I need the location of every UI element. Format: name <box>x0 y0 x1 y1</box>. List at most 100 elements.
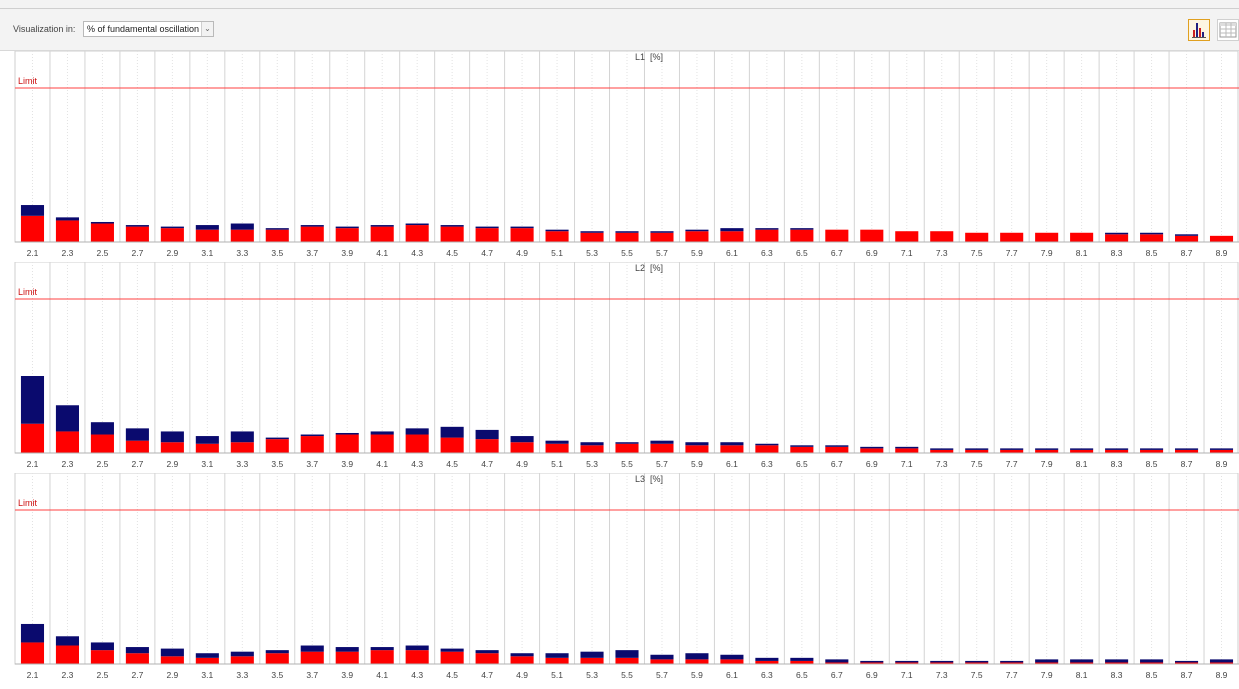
x-tick-label: 7.5 <box>971 670 983 680</box>
bar-base <box>230 656 254 664</box>
bar-top <box>1105 232 1129 235</box>
bar-base <box>300 651 324 664</box>
bar-base <box>790 660 814 664</box>
x-tick-label: 5.9 <box>691 459 703 469</box>
x-tick-label: 4.1 <box>376 459 388 469</box>
x-tick-label: 7.9 <box>1041 248 1053 258</box>
x-tick-label: 2.1 <box>27 248 39 258</box>
bar-base <box>1000 662 1024 664</box>
x-tick-label: 3.9 <box>341 248 353 258</box>
bar-base <box>965 662 989 664</box>
chart-view-button[interactable] <box>1188 19 1210 41</box>
bar-base <box>825 446 849 453</box>
x-tick-label: 3.5 <box>271 248 283 258</box>
x-tick-label: 3.3 <box>236 670 248 680</box>
x-tick-label: 2.1 <box>27 670 39 680</box>
bar-base <box>335 651 359 664</box>
bar-top <box>755 228 779 230</box>
x-tick-label: 4.1 <box>376 670 388 680</box>
bar-base <box>90 650 114 664</box>
bar-top <box>580 442 604 446</box>
bar-top <box>55 636 79 646</box>
bar-base <box>685 445 709 453</box>
bar-base <box>1105 449 1129 453</box>
bar-top <box>580 651 604 658</box>
bar-top <box>20 205 45 216</box>
bar-top <box>370 431 394 435</box>
bar-top <box>685 229 709 232</box>
x-tick-label: 5.9 <box>691 670 703 680</box>
bar-top <box>615 442 639 444</box>
chart-title: L3 <box>635 474 645 484</box>
x-tick-label: 4.7 <box>481 670 493 680</box>
x-tick-label: 6.5 <box>796 670 808 680</box>
bar-base <box>755 660 779 664</box>
bar-top <box>195 653 219 658</box>
bar-base <box>1070 232 1094 242</box>
bar-top <box>20 623 45 643</box>
chart-svg-l2: Limit L2 [%] 2.1 2.3 2.5 2.7 2.9 3.1 3.3 3.5 3.7 3.9… <box>14 261 1239 469</box>
x-tick-label: 6.9 <box>866 459 878 469</box>
x-tick-label: 8.5 <box>1146 459 1158 469</box>
x-tick-label: 3.3 <box>236 459 248 469</box>
x-tick-label: 3.1 <box>201 459 213 469</box>
bar-top <box>405 223 429 226</box>
bar-base <box>895 231 919 242</box>
x-tick-label: 4.7 <box>481 459 493 469</box>
x-tick-label: 8.7 <box>1181 459 1193 469</box>
bar-base <box>1070 449 1094 453</box>
x-tick-label: 2.9 <box>166 670 178 680</box>
x-tick-label: 6.5 <box>796 248 808 258</box>
bar-top <box>720 654 744 660</box>
x-tick-label: 6.3 <box>761 670 773 680</box>
bar-top <box>510 653 534 657</box>
bar-base <box>1000 449 1024 453</box>
bar-base <box>300 436 324 453</box>
bar-top <box>685 442 709 446</box>
bar-base <box>160 656 184 664</box>
x-tick-label: 6.9 <box>866 248 878 258</box>
bar-top <box>965 660 989 663</box>
limit-label: Limit <box>18 287 38 297</box>
bar-base <box>1175 235 1199 242</box>
bar-base <box>615 657 639 664</box>
x-tick-label: 7.9 <box>1041 459 1053 469</box>
x-tick-label: 6.3 <box>761 459 773 469</box>
bar-top <box>545 229 569 232</box>
bar-base <box>1140 662 1164 664</box>
bar-base <box>1140 449 1164 453</box>
bar-base <box>195 657 219 664</box>
bar-base <box>405 650 429 664</box>
bar-base <box>930 231 954 242</box>
bar-top <box>615 231 639 233</box>
visualization-select[interactable]: % of fundamental oscillation ⌄ <box>83 21 214 37</box>
x-tick-label: 5.1 <box>551 670 563 680</box>
bar-top <box>965 448 989 450</box>
bar-base <box>685 659 709 664</box>
x-tick-label: 2.9 <box>166 459 178 469</box>
x-tick-label: 7.7 <box>1006 248 1018 258</box>
bar-base <box>510 442 534 453</box>
bar-top <box>335 432 359 435</box>
bar-top <box>335 647 359 652</box>
x-tick-label: 3.1 <box>201 248 213 258</box>
bar-top <box>300 645 324 652</box>
bar-top <box>1000 448 1024 450</box>
table-view-button[interactable] <box>1217 19 1239 41</box>
x-tick-label: 8.3 <box>1111 248 1123 258</box>
x-tick-label: 8.7 <box>1181 670 1193 680</box>
bar-top <box>230 223 254 230</box>
bar-base <box>1209 449 1234 453</box>
x-tick-label: 8.9 <box>1216 459 1228 469</box>
bar-top <box>650 654 674 660</box>
bar-base <box>1175 449 1199 453</box>
chevron-down-icon[interactable]: ⌄ <box>201 22 213 36</box>
limit-label: Limit <box>18 76 38 86</box>
bar-top <box>1209 448 1234 450</box>
bar-base <box>475 653 499 664</box>
x-tick-label: 3.5 <box>271 459 283 469</box>
bar-base <box>230 229 254 242</box>
x-tick-label: 5.5 <box>621 248 633 258</box>
bar-top <box>265 650 289 654</box>
x-tick-label: 6.1 <box>726 459 738 469</box>
